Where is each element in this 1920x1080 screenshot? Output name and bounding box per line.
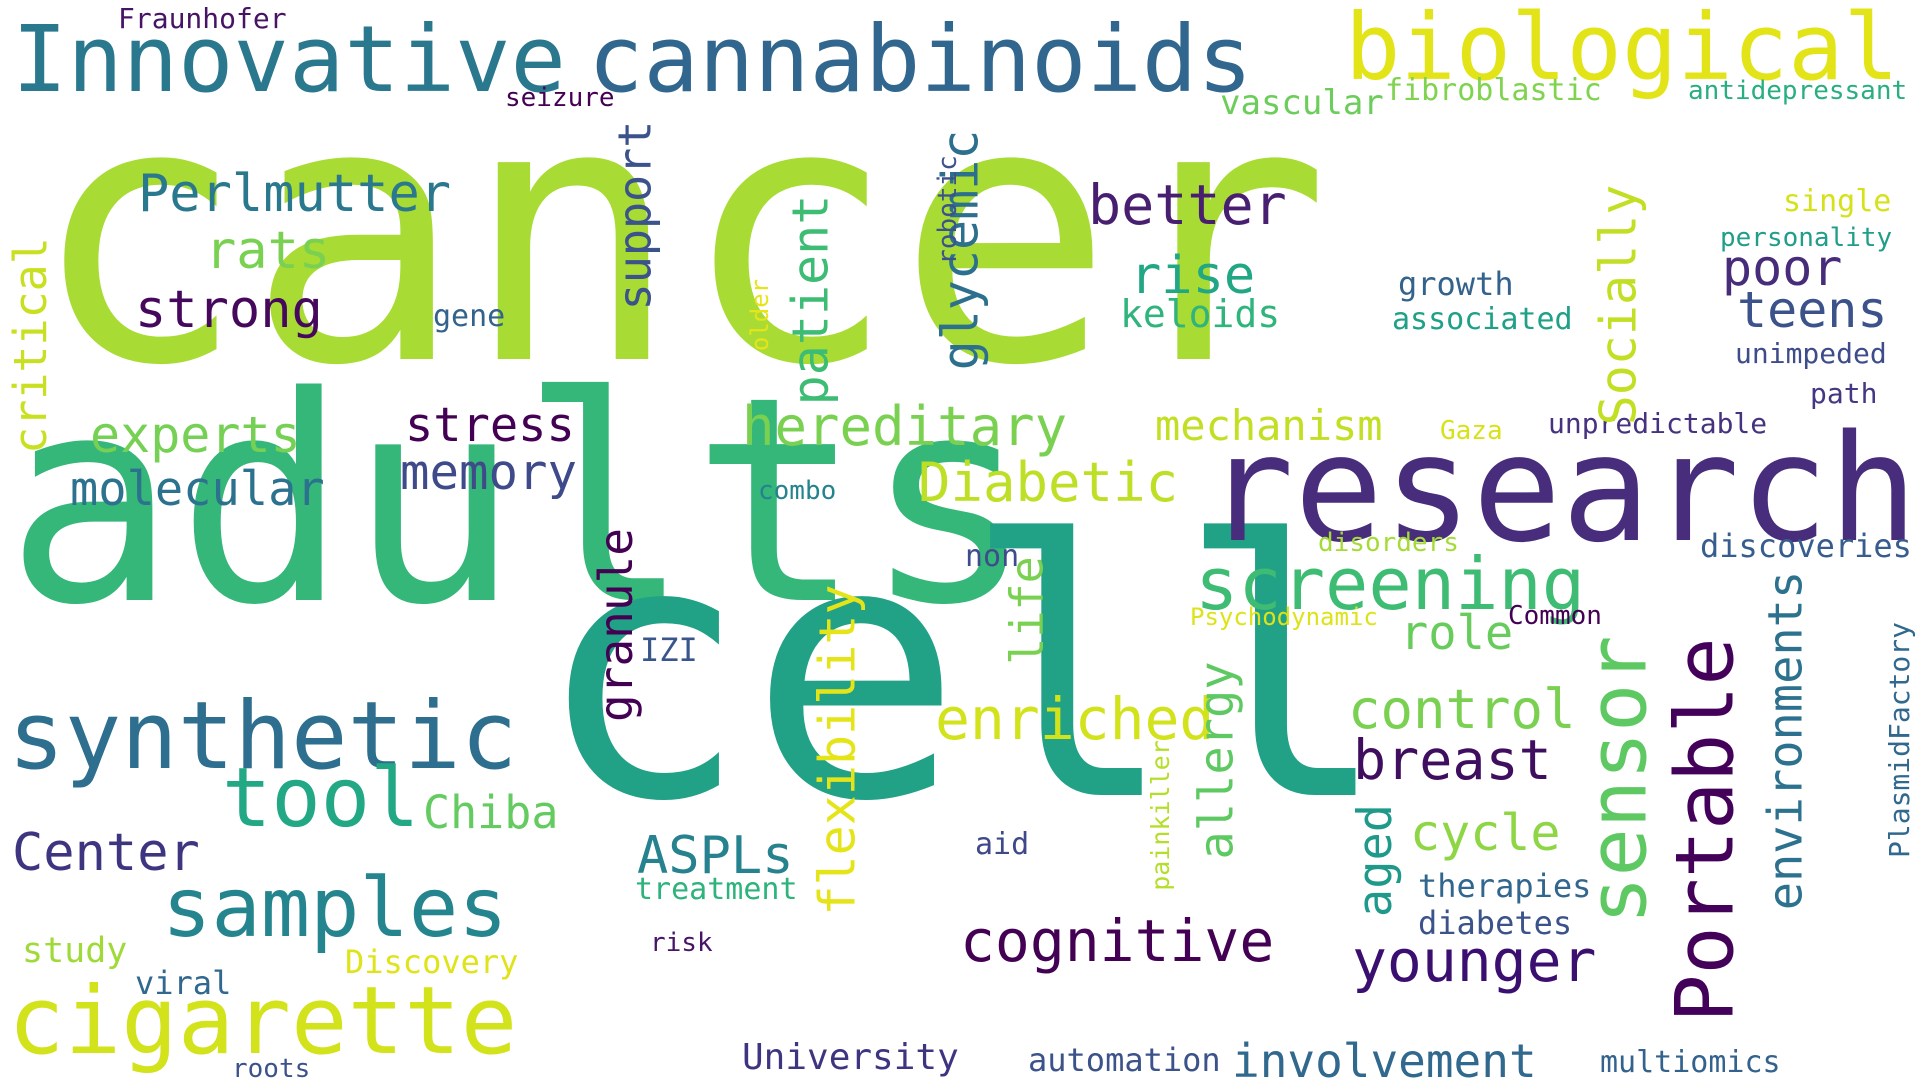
word-multiomics: multiomics [1600,1045,1781,1080]
word-associated: associated [1392,302,1573,337]
word-growth: growth [1398,265,1514,303]
word-automation: automation [1028,1041,1221,1079]
word-combo: combo [758,476,837,506]
word-cell: cell [535,465,1390,879]
word-unpredictable: unpredictable [1548,407,1768,440]
word-rise: rise [1130,246,1256,306]
word-hereditary: hereditary [742,395,1068,458]
word-support: support [608,120,662,310]
word-robotic: robotic [932,155,963,265]
word-cancer: cancer [30,25,1331,444]
word-involvement: involvement [1232,1034,1537,1080]
word-treatment: treatment [635,872,798,907]
word-single: single [1783,184,1892,219]
word-poor: poor [1722,239,1843,297]
word-chiba: Chiba [423,786,559,839]
word-samples: samples [162,861,508,956]
word-therapies: therapies [1418,867,1592,905]
word-research: research [1205,403,1918,575]
word-antidepressant: antidepressant [1688,76,1908,106]
word-seizure: seizure [505,83,615,113]
word-adults: adults [5,336,1035,668]
word-allergy: allergy [1189,660,1245,860]
word-environments: environments [1758,570,1814,910]
word-biological: biological [1345,0,1899,101]
word-socially: Socially [1588,184,1647,426]
word-perlmutter: Perlmutter [138,164,452,224]
word-diabetes: diabetes [1418,904,1573,942]
word-granule: granule [588,528,643,722]
word-cognitive: cognitive [960,907,1275,975]
word-plasmidfactory: PlasmidFactory [1883,621,1917,859]
word-painkiller: painkiller [1145,739,1175,891]
word-gaza: Gaza [1440,416,1503,446]
word-life: life [1000,555,1054,665]
word-study: study [22,931,128,971]
word-path: path [1810,377,1878,410]
word-cigarette: cigarette [8,967,518,1076]
word-center: Center [12,823,200,883]
word-stress: stress [405,398,575,453]
word-younger: younger [1352,927,1597,995]
word-fibroblastic: fibroblastic [1385,73,1602,108]
word-vascular: vascular [1220,83,1384,123]
word-university: University [742,1037,959,1078]
word-common: Common [1508,601,1602,631]
word-psychodynamic: Psychodynamic [1190,603,1378,631]
word-strong: strong [135,280,323,340]
word-diabetic: Diabetic [918,451,1179,514]
word-aid: aid [975,827,1030,862]
word-teens: teens [1737,281,1888,339]
word-breast: breast [1353,728,1552,792]
word-cycle: cycle [1410,804,1561,862]
word-mechanism: mechanism [1155,401,1383,450]
word-experts: experts [90,406,301,464]
word-unimpeded: unimpeded [1735,337,1887,370]
word-enriched: enriched [935,685,1215,753]
word-aspls: ASPLs [637,826,794,886]
word-viral: viral [135,964,232,1002]
word-disorders: disorders [1318,528,1459,558]
word-keloids: keloids [1120,292,1281,336]
word-critical: critical [3,236,57,454]
word-tool: tool [222,751,420,846]
word-molecular: molecular [70,462,325,517]
word-izi: IZI [640,631,698,669]
word-risk: risk [650,928,713,958]
word-patient: patient [780,194,839,406]
word-gene: gene [433,299,506,334]
word-portable: Portable [1658,637,1752,1023]
word-older: older [746,278,775,352]
word-discovery: Discovery [345,943,519,981]
word-rats: rats [205,221,331,281]
word-personality: personality [1720,223,1893,253]
word-innovative: Innovative [12,6,566,113]
word-non: non [965,539,1020,574]
word-role: role [1400,606,1514,661]
word-roots: roots [232,1054,311,1080]
word-control: control [1348,678,1576,741]
word-aged: aged [1347,803,1403,917]
word-better: better [1088,173,1287,237]
word-discoveries: discoveries [1700,527,1912,565]
word-screening: screening [1195,542,1586,626]
word-memory: memory [400,444,578,501]
word-synthetic: synthetic [8,682,518,791]
word-fraunhofer: Fraunhofer [118,2,287,35]
word-cannabinoids: cannabinoids [588,6,1253,113]
word-flexibility: flexibility [808,584,867,916]
